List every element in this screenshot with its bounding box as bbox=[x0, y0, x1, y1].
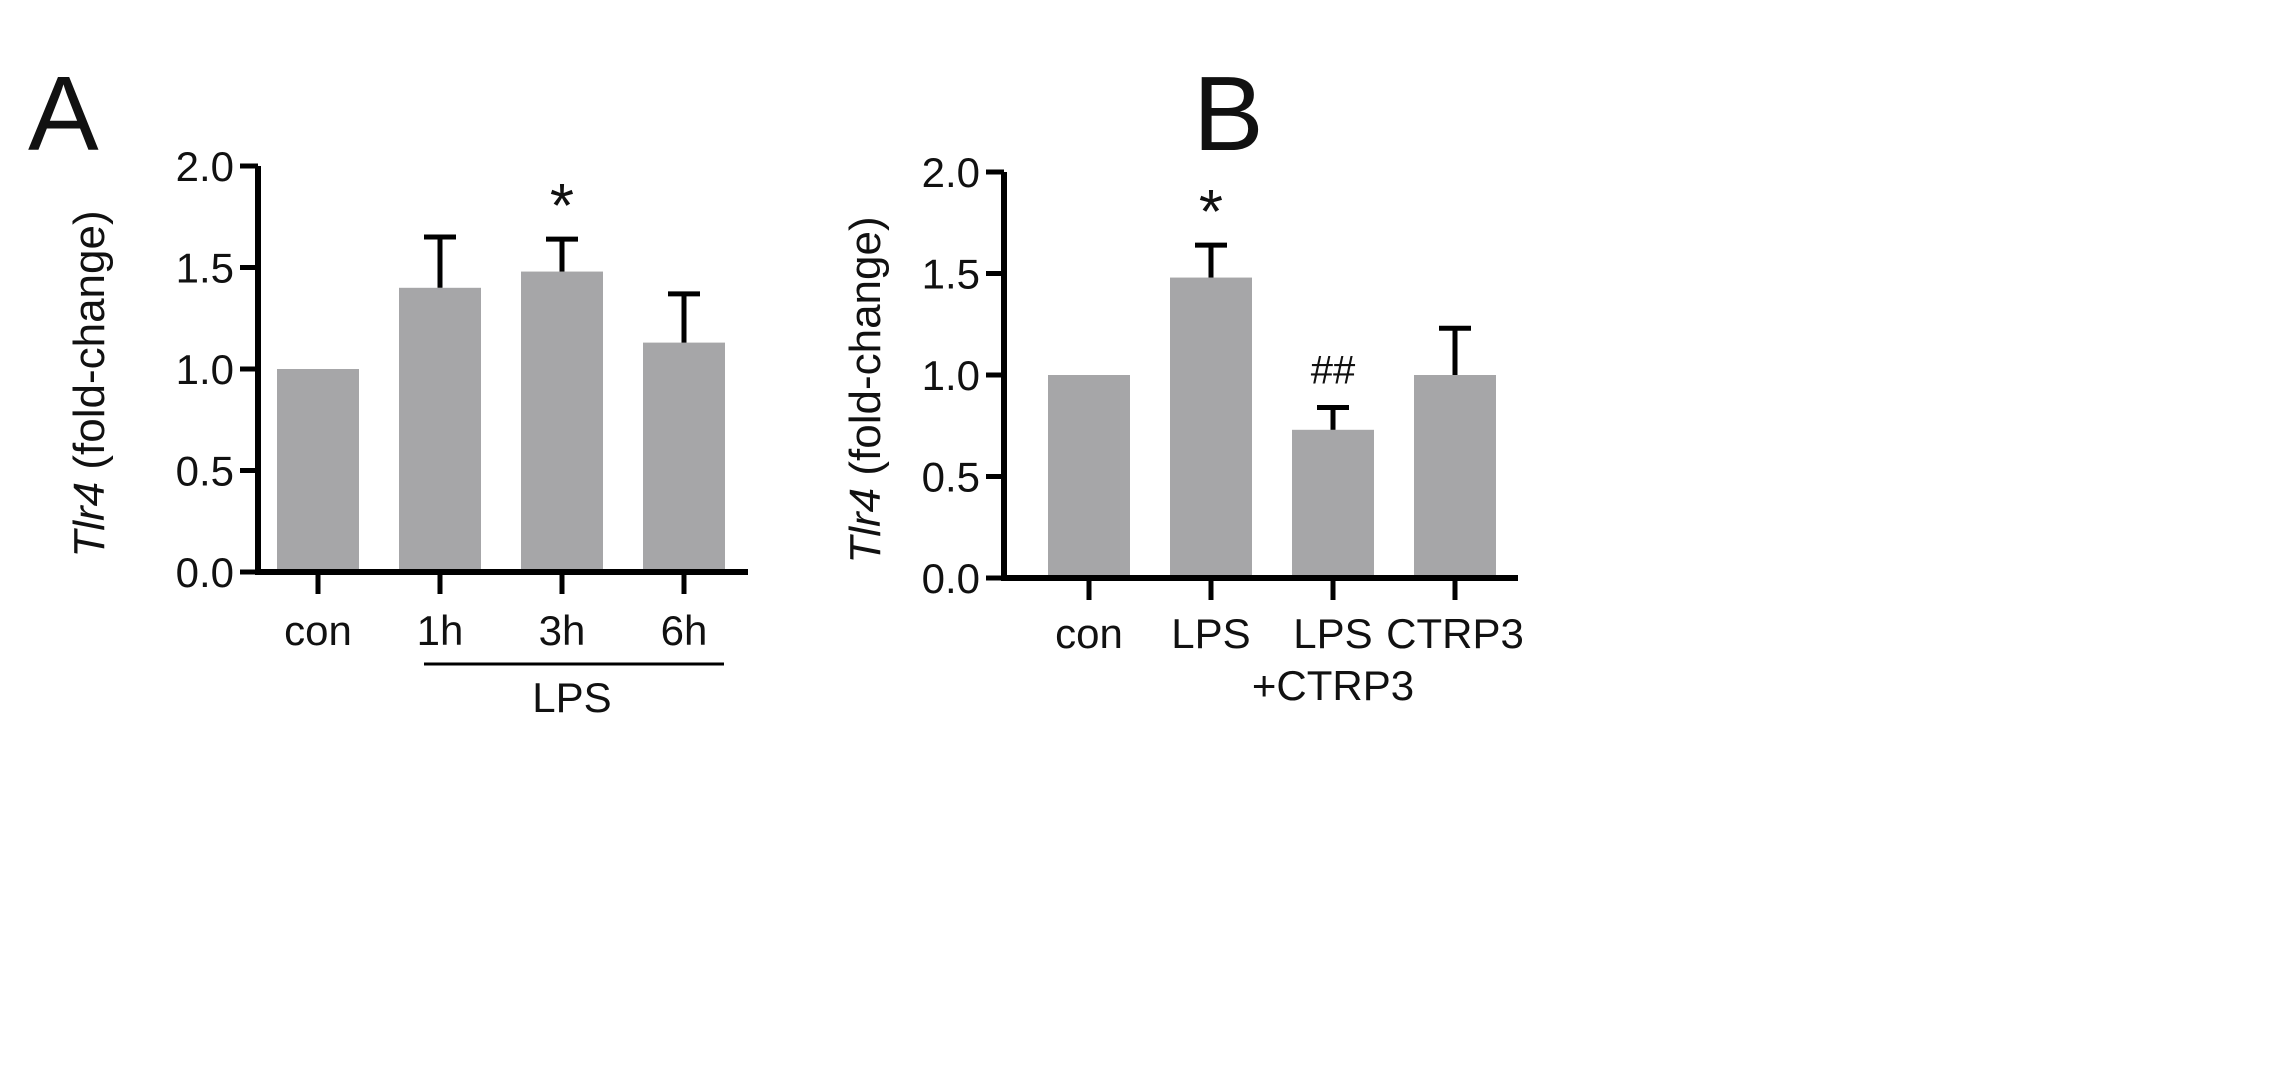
panel-a-y-tick-label-0: 0.0 bbox=[176, 549, 234, 596]
panel-a-bar-0 bbox=[277, 369, 359, 572]
panel-b-bar-2 bbox=[1292, 429, 1374, 578]
panel-a-y-axis-title: Tlr4 (fold-change) bbox=[65, 210, 114, 557]
panel-b-y-tick-label-2: 1.0 bbox=[922, 352, 980, 399]
panel-a-y-tick-label-1: 0.5 bbox=[176, 448, 234, 495]
panel-b-x-tick-label-3: CTRP3 bbox=[1386, 610, 1524, 657]
panel-b-bar-1 bbox=[1170, 277, 1252, 578]
panel-a-bar-2 bbox=[521, 271, 603, 572]
panel-a-y-axis-title-unit: (fold-change) bbox=[65, 210, 114, 481]
panel-b-y-axis-title-unit: (fold-change) bbox=[841, 216, 890, 487]
panel-a-y-tick-label-2: 1.0 bbox=[176, 346, 234, 393]
panel-a-y-axis-title-gene: Tlr4 bbox=[65, 482, 114, 558]
panel-b-y-axis-title: Tlr4 (fold-change) bbox=[841, 216, 890, 563]
panel-b-y-tick-label-0: 0.0 bbox=[922, 555, 980, 602]
panel-a-significance-2: * bbox=[550, 172, 574, 241]
panel-b-label: B bbox=[1193, 55, 1264, 173]
panel-b-x-tick-label-2-line-1: +CTRP3 bbox=[1252, 662, 1414, 709]
panel-a-chart: A * 0.0 0.5 1.0 1.5 2.0 con 1h 3h 6h LPS Tlr4 (fold… bbox=[28, 55, 748, 721]
panel-b-y-tick-label-3: 1.5 bbox=[922, 251, 980, 298]
panel-b-y-axis-title-gene: Tlr4 bbox=[841, 488, 890, 564]
panel-b-y-tick-label-1: 0.5 bbox=[922, 454, 980, 501]
panel-b-bar-3 bbox=[1414, 375, 1496, 578]
panel-a-label: A bbox=[28, 55, 99, 173]
panel-b-significance-2: ## bbox=[1311, 348, 1356, 392]
panel-a-x-tick-label-1: 1h bbox=[417, 607, 464, 654]
panel-a-x-tick-label-2: 3h bbox=[539, 607, 586, 654]
panel-a-y-tick-label-3: 1.5 bbox=[176, 245, 234, 292]
panel-b-significance-1: * bbox=[1199, 178, 1223, 247]
panel-b-x-tick-label-2: LPS bbox=[1293, 610, 1372, 657]
panel-a-bar-3 bbox=[643, 342, 725, 572]
panel-b-y-tick-label-4: 2.0 bbox=[922, 149, 980, 196]
panel-a-group-label: LPS bbox=[532, 674, 611, 721]
panel-b-x-tick-label-1: LPS bbox=[1171, 610, 1250, 657]
panel-a-x-tick-label-0: con bbox=[284, 607, 352, 654]
panel-b-bar-0 bbox=[1048, 375, 1130, 578]
panel-b-x-tick-label-0: con bbox=[1055, 610, 1123, 657]
panel-a-y-tick-label-4: 2.0 bbox=[176, 143, 234, 190]
panel-a-bar-1 bbox=[399, 287, 481, 572]
panel-a-x-tick-label-3: 6h bbox=[661, 607, 708, 654]
